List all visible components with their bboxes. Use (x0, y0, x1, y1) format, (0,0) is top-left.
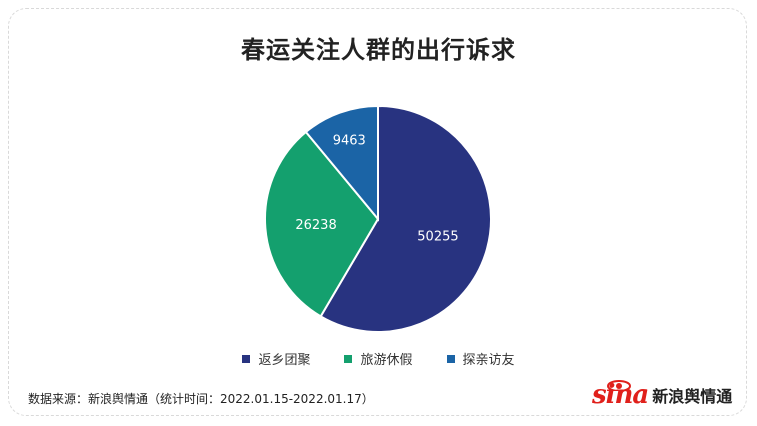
legend-swatch-visiting (446, 354, 455, 363)
legend: 返乡团聚 旅游休假 探亲访友 (0, 349, 757, 368)
logo-text: 新浪舆情通 (652, 387, 733, 406)
legend-label-vacation: 旅游休假 (360, 353, 413, 368)
legend-label-visiting: 探亲访友 (462, 353, 515, 368)
chart-frame (8, 8, 747, 416)
pie-slice-vacation (264, 130, 380, 318)
legend-swatch-homecoming (242, 354, 251, 363)
data-source-note: 数据来源：新浪舆情通（统计时间：2022.01.15-2022.01.17） (28, 392, 374, 406)
legend-item-homecoming: 返乡团聚 (242, 349, 310, 368)
legend-swatch-vacation (344, 354, 353, 363)
legend-label-homecoming: 返乡团聚 (258, 353, 311, 368)
legend-item-vacation: 旅游休假 (344, 349, 413, 368)
data-label-visiting: 9463 (333, 133, 366, 148)
data-label-homecoming: 50255 (417, 229, 458, 244)
pie-slice-homecoming (319, 104, 492, 333)
chart-title: 春运关注人群的出行诉求 (241, 36, 516, 64)
eye-logo-icon (607, 380, 631, 391)
data-label-vacation: 26238 (295, 218, 336, 233)
pie-slice-visiting (304, 104, 379, 222)
legend-item-visiting: 探亲访友 (446, 349, 515, 368)
sina-logo: sina 新浪舆情通 (592, 377, 742, 413)
